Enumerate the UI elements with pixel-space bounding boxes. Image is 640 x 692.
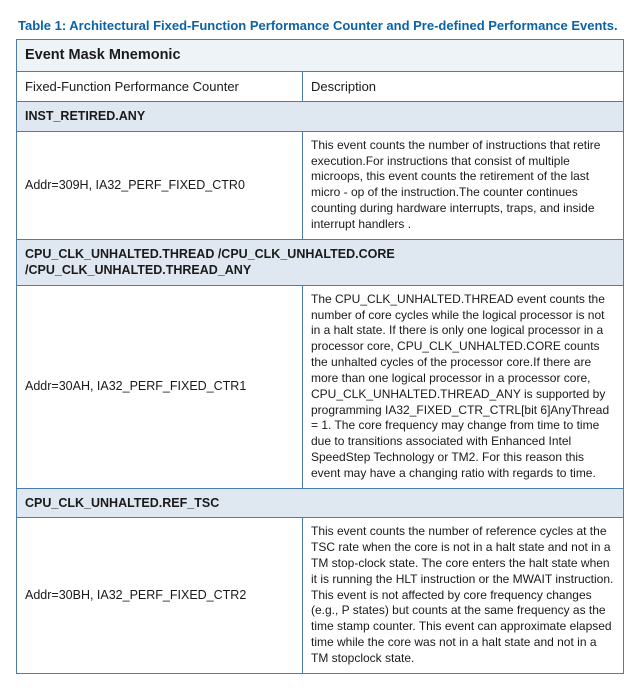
header-col2: Description	[303, 72, 624, 102]
perf-counter-table: Event Mask Mnemonic Fixed-Function Perfo…	[16, 39, 624, 674]
header-col1: Fixed-Function Performance Counter	[17, 72, 303, 102]
counter-addr: Addr=30AH, IA32_PERF_FIXED_CTR1	[17, 285, 303, 488]
section-title: INST_RETIRED.ANY	[17, 102, 624, 132]
section-title: CPU_CLK_UNHALTED.REF_TSC	[17, 488, 624, 518]
header-main: Event Mask Mnemonic	[17, 40, 624, 72]
counter-desc: This event counts the number of instruct…	[303, 131, 624, 239]
counter-addr: Addr=30BH, IA32_PERF_FIXED_CTR2	[17, 518, 303, 673]
section-title: CPU_CLK_UNHALTED.THREAD /CPU_CLK_UNHALTE…	[17, 239, 624, 285]
table-caption: Table 1: Architectural Fixed-Function Pe…	[18, 18, 624, 33]
counter-desc: The CPU_CLK_UNHALTED.THREAD event counts…	[303, 285, 624, 488]
counter-desc: This event counts the number of referenc…	[303, 518, 624, 673]
counter-addr: Addr=309H, IA32_PERF_FIXED_CTR0	[17, 131, 303, 239]
